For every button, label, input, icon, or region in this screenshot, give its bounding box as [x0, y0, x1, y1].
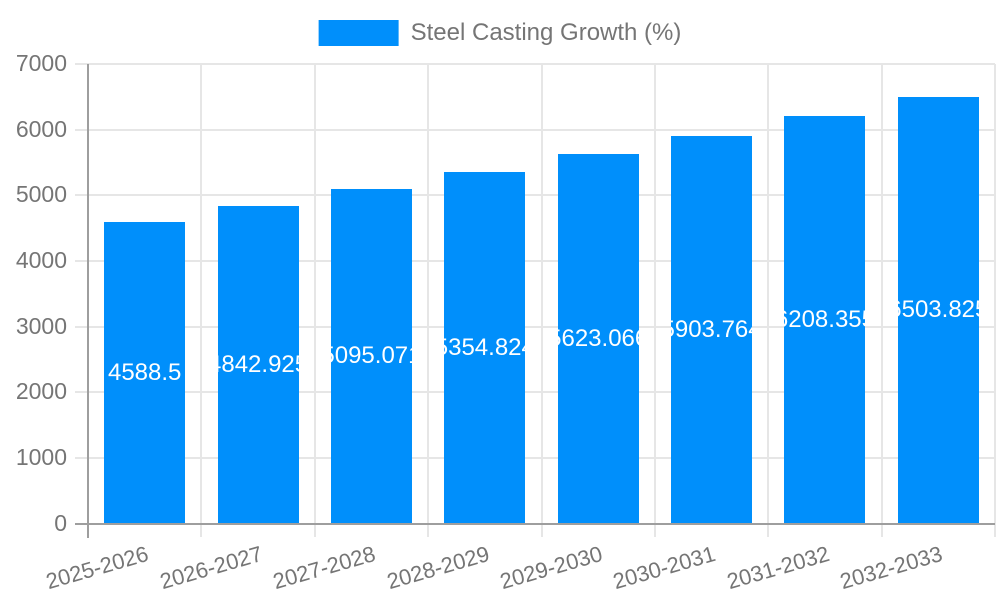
bar-value-label: 6503.825 [898, 296, 979, 324]
gridline-vertical [313, 64, 316, 537]
gridline-vertical [994, 64, 996, 537]
gridline-horizontal [75, 325, 995, 328]
gridline-vertical [653, 64, 656, 537]
x-axis-tick-label: 2032-2033 [837, 541, 946, 595]
gridline-vertical [767, 64, 770, 537]
x-axis-baseline [75, 522, 995, 525]
legend[interactable]: Steel Casting Growth (%) [318, 19, 682, 47]
bar-value-label: 4588.5 [107, 358, 182, 386]
x-axis-tick-label: 2028-2029 [383, 541, 492, 595]
bar[interactable]: 5903.764 [671, 135, 753, 524]
gridline-vertical [540, 64, 543, 537]
y-axis-line [87, 64, 89, 538]
bar[interactable]: 4842.925 [217, 205, 299, 524]
y-axis-tick-label: 1000 [15, 443, 67, 470]
bar-value-label: 5354.824 [444, 333, 525, 361]
bar-value-label: 5903.764 [671, 315, 752, 343]
y-axis-tick-label: 0 [54, 509, 67, 536]
y-axis-tick-label: 3000 [15, 312, 67, 339]
gridline-horizontal [75, 259, 995, 262]
x-axis-tick-label: 2027-2028 [270, 541, 379, 595]
gridline-horizontal [75, 63, 995, 65]
x-axis-tick-label: 2026-2027 [156, 541, 265, 595]
bar[interactable]: 5623.066 [557, 154, 639, 524]
y-axis-tick-label: 4000 [15, 246, 67, 273]
y-axis-tick-label: 7000 [15, 49, 67, 76]
legend-label: Steel Casting Growth (%) [410, 19, 682, 46]
gridline-vertical [427, 64, 430, 537]
bar[interactable]: 5354.824 [444, 171, 526, 524]
bar-value-label: 5095.071 [331, 342, 412, 370]
bar-value-label: 5623.066 [558, 324, 639, 352]
bar-value-label: 4842.925 [218, 350, 299, 378]
bar[interactable]: 5095.071 [330, 189, 412, 524]
x-axis-tick-label: 2025-2026 [43, 541, 152, 595]
gridline-vertical [880, 64, 883, 537]
bar[interactable]: 4588.5 [104, 222, 186, 524]
bar[interactable]: 6503.825 [897, 96, 979, 524]
gridline-vertical [200, 64, 203, 537]
x-axis-tick-label: 2029-2030 [497, 541, 606, 595]
x-axis-tick-label: 2031-2032 [723, 541, 832, 595]
legend-swatch [318, 20, 399, 46]
gridline-horizontal [75, 391, 995, 394]
gridline-horizontal [75, 456, 995, 459]
gridline-horizontal [75, 128, 995, 131]
y-axis-tick-label: 6000 [15, 115, 67, 142]
y-axis-tick-label: 5000 [15, 181, 67, 208]
gridline-horizontal [75, 194, 995, 197]
y-axis-tick-label: 2000 [15, 378, 67, 405]
x-axis-tick-label: 2030-2031 [610, 541, 719, 595]
